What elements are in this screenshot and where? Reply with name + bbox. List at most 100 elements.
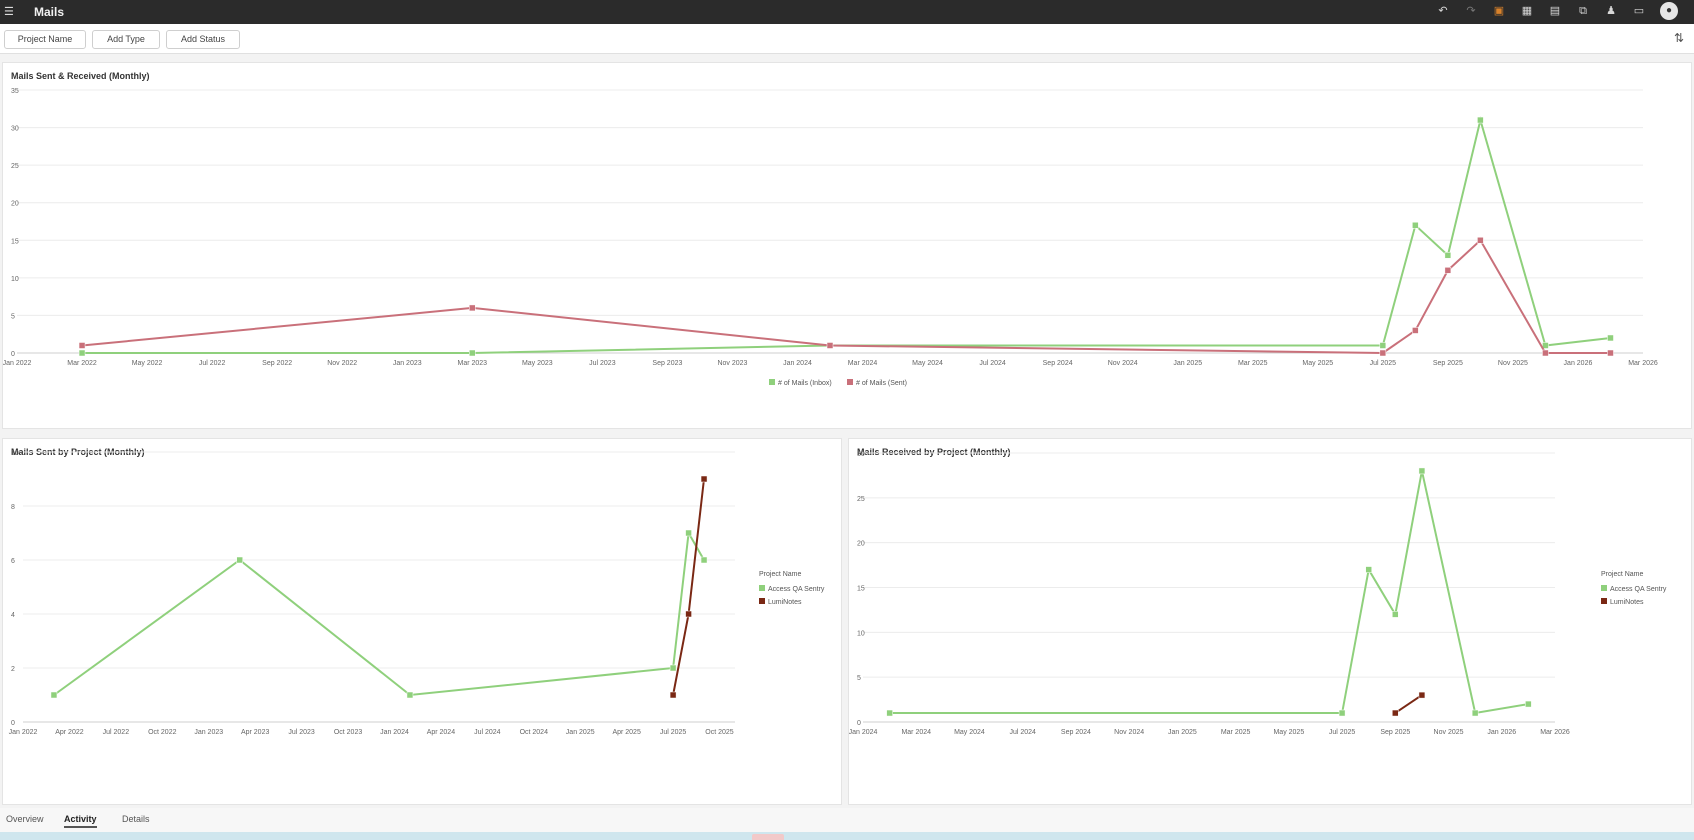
x-tick-label: Jul 2022 (199, 360, 226, 367)
x-tick-label: May 2023 (522, 360, 553, 367)
data-point (236, 556, 243, 564)
data-point (1607, 334, 1614, 342)
x-tick-label: Jul 2023 (288, 729, 315, 736)
tab-details[interactable]: Details (122, 814, 150, 824)
data-point (1542, 342, 1549, 349)
data-point (1477, 237, 1484, 244)
y-tick-label: 8 (11, 504, 15, 511)
series-line (81, 238, 1611, 355)
menu-icon[interactable]: ☰ (4, 6, 14, 18)
x-tick-label: Sep 2022 (262, 360, 292, 367)
status-bar (0, 832, 1694, 840)
y-tick-label: 15 (857, 586, 865, 593)
chart-title: Mails Sent & Received (Monthly) (11, 71, 150, 81)
x-tick-label: Jan 2024 (783, 360, 812, 367)
y-tick-label: 6 (11, 558, 15, 565)
chart-title: Mails Received by Project (Monthly) (857, 447, 1011, 457)
data-point (1338, 709, 1346, 717)
x-tick-label: Apr 2022 (55, 729, 84, 736)
x-tick-label: Mar 2024 (848, 360, 878, 367)
data-point (685, 610, 692, 618)
x-tick-label: Nov 2025 (1498, 360, 1528, 367)
x-tick-label: May 2024 (954, 729, 985, 736)
x-tick-label: Jan 2025 (566, 729, 595, 736)
user-icon[interactable]: ♟ (1606, 5, 1616, 17)
x-tick-label: Oct 2022 (148, 729, 177, 736)
data-point (1477, 116, 1484, 124)
y-tick-label: 25 (11, 163, 19, 170)
filter-project-name-button[interactable]: Project Name (4, 30, 86, 49)
x-tick-label: Jan 2025 (1173, 360, 1202, 367)
series-line (53, 529, 705, 697)
y-tick-label: 30 (11, 126, 19, 133)
data-point (700, 556, 708, 564)
status-marker (752, 834, 784, 840)
y-tick-label: 5 (857, 675, 861, 682)
x-tick-label: Sep 2025 (1433, 360, 1463, 367)
data-point (469, 349, 476, 357)
y-tick-label: 4 (11, 612, 15, 619)
chart-sent-by-project: 0 2 4 6 8 10 Jan 2022 Apr 2022 Jul 2022 Oct 2022 J… (9, 450, 825, 736)
legend-swatch (1601, 585, 1607, 591)
x-tick-label: Jan 2025 (1168, 729, 1197, 736)
series-line (672, 478, 705, 696)
x-tick-label: May 2022 (132, 360, 163, 367)
filter-add-type-button[interactable]: Add Type (92, 30, 160, 49)
sheet-tabs: Overview Activity Details (0, 808, 1694, 832)
legend-swatch (759, 585, 765, 591)
x-tick-label: Jul 2025 (1329, 729, 1356, 736)
series-line (1394, 694, 1423, 714)
chart-panel-received-by-project: Mails Received by Project (Monthly) 0 5 10… (848, 438, 1692, 805)
avatar[interactable]: ● (1660, 2, 1678, 20)
x-tick-label: Jan 2023 (194, 729, 223, 736)
undo-icon[interactable]: ↶ (1438, 5, 1448, 17)
bookmark-icon[interactable]: ▣ (1493, 5, 1505, 17)
filter-settings-icon[interactable]: ⇅ (1673, 31, 1684, 45)
x-tick-label: Sep 2023 (652, 360, 682, 367)
x-tick-label: Jan 2026 (1487, 729, 1516, 736)
save-icon[interactable]: ▭ (1633, 5, 1645, 17)
data-point (1412, 222, 1419, 229)
data-point (685, 529, 692, 537)
x-tick-label: Jan 2026 (1564, 360, 1593, 367)
y-tick-label: 0 (857, 720, 861, 727)
legend-label: Access QA Sentry (1610, 586, 1667, 593)
data-point (1365, 566, 1372, 573)
y-tick-label: 2 (11, 666, 15, 673)
x-tick-label: Nov 2025 (1434, 729, 1464, 736)
data-point (1418, 691, 1426, 699)
tab-overview[interactable]: Overview (6, 814, 44, 824)
x-tick-label: Mar 2022 (67, 360, 97, 367)
top-bar: ☰ Mails ↶ ↷ ▣ ▦ ▤ ⧉ ♟ ▭ ● (0, 0, 1694, 24)
tab-activity[interactable]: Activity (64, 814, 97, 828)
x-tick-label: Jul 2024 (1009, 729, 1036, 736)
y-tick-label: 20 (11, 201, 19, 208)
table-icon[interactable]: ▦ (1521, 5, 1533, 17)
y-tick-label: 25 (857, 496, 865, 503)
x-tick-label: May 2024 (912, 360, 943, 367)
y-tick-label: 35 (11, 88, 19, 95)
x-tick-label: Sep 2024 (1043, 360, 1073, 367)
x-tick-label: Apr 2025 (612, 729, 641, 736)
x-tick-label: Nov 2024 (1108, 360, 1138, 367)
x-tick-label: Mar 2023 (457, 360, 487, 367)
x-tick-label: Mar 2024 (901, 729, 931, 736)
filter-add-status-button[interactable]: Add Status (166, 30, 240, 49)
redo-icon[interactable]: ↷ (1466, 5, 1476, 17)
data-point (78, 349, 86, 357)
x-tick-label: Apr 2024 (427, 729, 456, 736)
calendar-icon[interactable]: ▤ (1549, 5, 1561, 17)
x-tick-label: Nov 2023 (717, 360, 747, 367)
chart-panel-sent-by-project: Mails Sent by Project (Monthly) 0 2 4 6 8 10 J… (2, 438, 842, 805)
data-point (1607, 349, 1614, 357)
data-point (406, 691, 414, 699)
data-point (78, 342, 86, 349)
series-line (82, 116, 1611, 354)
x-tick-label: Apr 2023 (241, 729, 270, 736)
export-icon[interactable]: ⧉ (1579, 5, 1587, 17)
legend-label: # of Mails (Inbox) (778, 380, 832, 387)
x-tick-label: Jan 2022 (9, 729, 38, 736)
data-point (469, 304, 476, 312)
x-tick-label: Jul 2025 (660, 729, 687, 736)
y-tick-label: 10 (11, 450, 19, 457)
